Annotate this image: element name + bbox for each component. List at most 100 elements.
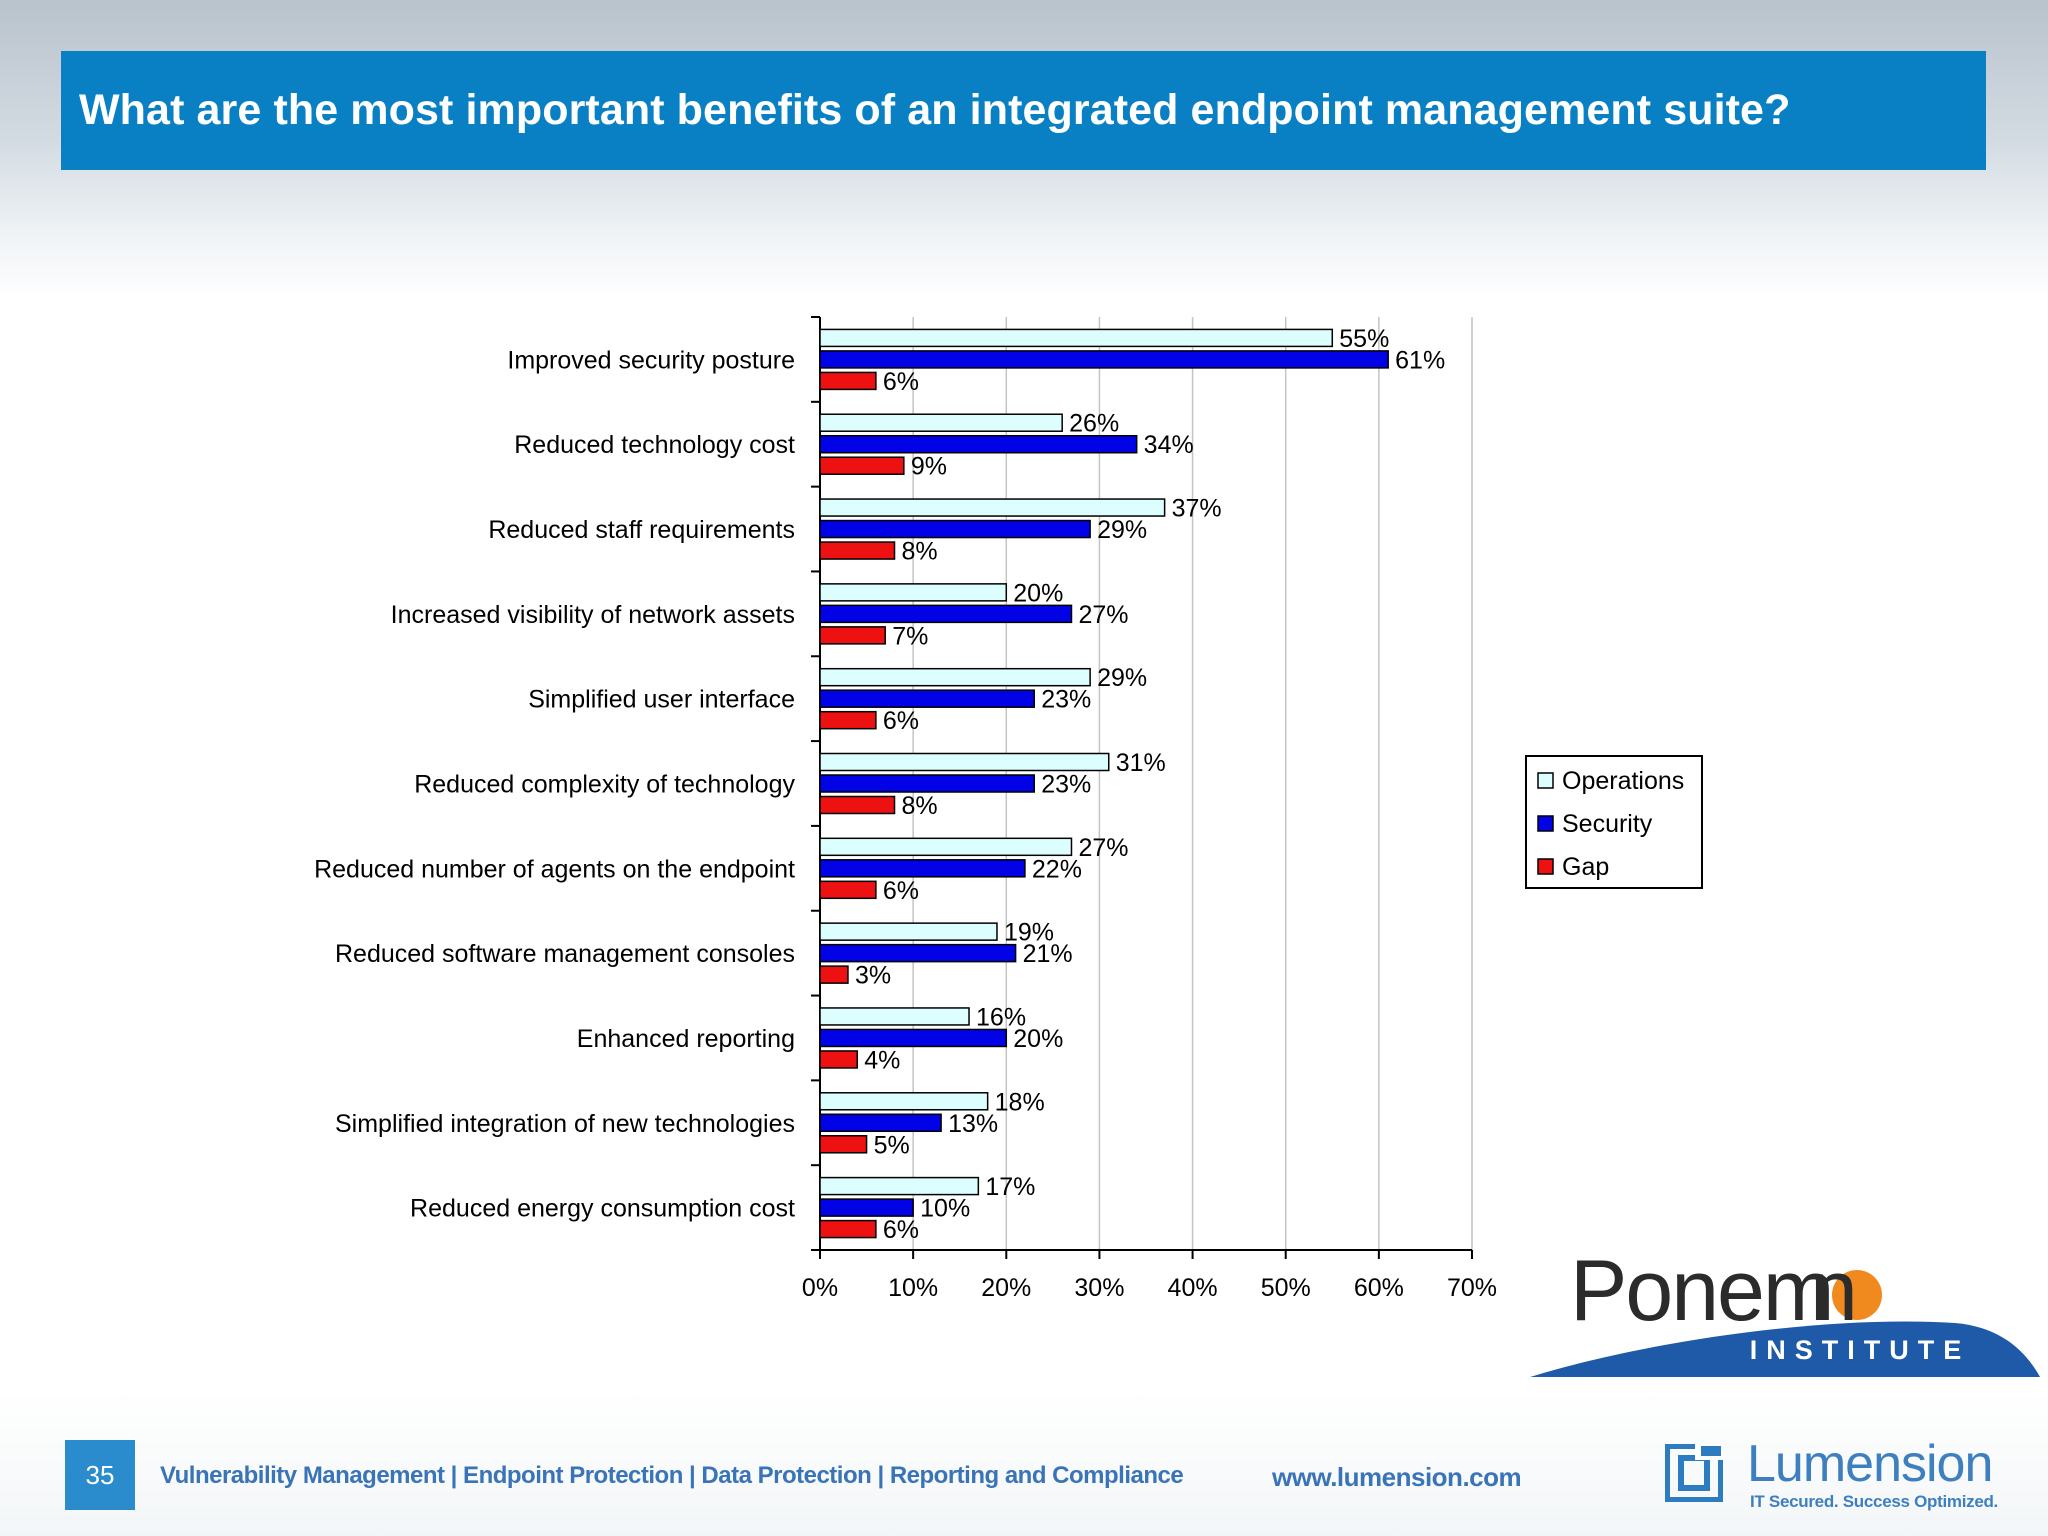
- data-label: 27%: [1078, 834, 1128, 862]
- bar-operations: [819, 922, 998, 941]
- data-label: 8%: [902, 792, 938, 820]
- bar-operations: [819, 328, 1334, 348]
- bar-operations: [819, 413, 1063, 432]
- ponemon-logo: INSTITUTE Ponem n: [1530, 1243, 2040, 1385]
- bar-security: [819, 1198, 914, 1217]
- bar-gap: [819, 541, 896, 560]
- svg-text:n: n: [1810, 1243, 1858, 1339]
- data-label: 27%: [1078, 601, 1128, 629]
- category-label: Reduced technology cost: [514, 431, 795, 459]
- data-label: 6%: [883, 877, 919, 905]
- ponemon-swoosh: INSTITUTE: [1530, 1270, 2040, 1377]
- data-label: 7%: [892, 622, 928, 650]
- data-label: 23%: [1041, 771, 1091, 799]
- slide-title: What are the most important benefits of …: [79, 86, 1791, 134]
- category-label: Reduced staff requirements: [488, 516, 795, 544]
- x-tick-label: 20%: [981, 1274, 1031, 1302]
- data-label: 61%: [1395, 346, 1445, 374]
- data-label: 55%: [1339, 325, 1389, 353]
- category-label: Increased visibility of network assets: [391, 601, 795, 629]
- x-tick-label: 0%: [802, 1274, 838, 1302]
- data-label: 20%: [1013, 1025, 1063, 1053]
- bar-gap: [819, 626, 886, 645]
- bar-security: [819, 350, 1389, 369]
- data-label: 8%: [902, 538, 938, 566]
- data-label: 20%: [1013, 579, 1063, 607]
- bar-operations: [819, 583, 1008, 602]
- data-label: 37%: [1172, 495, 1222, 523]
- bar-gap: [819, 710, 877, 730]
- bar-security: [819, 859, 1026, 878]
- category-label: Simplified user interface: [528, 686, 795, 714]
- bar-security: [819, 689, 1035, 708]
- data-label: 17%: [985, 1173, 1035, 1201]
- data-label: 23%: [1041, 686, 1091, 714]
- bar-security: [819, 943, 1017, 963]
- data-label: 22%: [1032, 855, 1082, 883]
- bar-gap: [819, 456, 905, 475]
- x-tick-label: 50%: [1261, 1274, 1311, 1302]
- bar-security: [819, 774, 1035, 793]
- data-label: 29%: [1097, 516, 1147, 544]
- x-tick-label: 70%: [1447, 1274, 1497, 1302]
- category-label: Simplified integration of new technologi…: [335, 1110, 795, 1138]
- bar-gap: [819, 880, 877, 900]
- category-label: Reduced number of agents on the endpoint: [314, 855, 795, 883]
- legend-swatch: [1537, 815, 1554, 832]
- data-label: 9%: [911, 453, 947, 481]
- title-bar: What are the most important benefits of …: [61, 51, 1986, 170]
- bar-operations: [819, 837, 1073, 857]
- bar-gap: [819, 1219, 877, 1239]
- bar-gap: [819, 965, 849, 984]
- data-label: 26%: [1069, 410, 1119, 438]
- footer-url-link[interactable]: www.lumension.com: [1272, 1462, 1522, 1492]
- legend-label: Operations: [1562, 767, 1684, 795]
- category-label: Enhanced reporting: [577, 1025, 795, 1053]
- svg-text:Ponem: Ponem: [1570, 1243, 1833, 1339]
- lumension-mark-icon: [1665, 1444, 1723, 1502]
- category-label: Improved security posture: [507, 346, 795, 374]
- footer-tagline: Vulnerability Management | Endpoint Prot…: [160, 1462, 1184, 1489]
- legend-label: Gap: [1562, 853, 1609, 881]
- bar-security: [819, 1113, 942, 1133]
- bar-security: [819, 434, 1138, 454]
- bar-security: [819, 519, 1091, 539]
- legend-swatch: [1537, 858, 1554, 875]
- ponemon-wordmark: Ponem n: [1570, 1243, 1858, 1339]
- category-label: Reduced energy consumption cost: [410, 1195, 795, 1223]
- data-label: 31%: [1116, 749, 1166, 777]
- bar-gap: [819, 371, 877, 391]
- data-label: 5%: [874, 1131, 910, 1159]
- bar-operations: [819, 667, 1091, 687]
- data-label: 29%: [1097, 664, 1147, 692]
- bar-operations: [819, 1176, 980, 1196]
- data-label: 21%: [1023, 940, 1073, 968]
- lumension-name: Lumension: [1747, 1435, 1993, 1493]
- x-tick-label: 40%: [1168, 1274, 1218, 1302]
- bar-chart: 0% 10% 20% 30% 40% 50% 60% 70% 55%61% 6% Improved …: [314, 316, 1703, 1302]
- data-label: 13%: [948, 1110, 998, 1138]
- bar-gap: [819, 795, 896, 815]
- x-tick-label: 30%: [1074, 1274, 1124, 1302]
- x-tick-label: 10%: [888, 1274, 938, 1302]
- bar-security: [819, 604, 1073, 624]
- bar-gap: [819, 1135, 868, 1154]
- bar-operations: [819, 752, 1110, 772]
- bar-operations: [819, 1092, 989, 1111]
- page-number: 35: [65, 1440, 135, 1510]
- data-label: 4%: [864, 1046, 900, 1074]
- bar-security: [819, 1028, 1008, 1048]
- data-label: 34%: [1144, 431, 1194, 459]
- data-label: 6%: [883, 707, 919, 735]
- svg-text:INSTITUTE: INSTITUTE: [1750, 1335, 1971, 1365]
- data-label: 19%: [1004, 919, 1054, 947]
- bar-operations: [819, 1007, 970, 1026]
- data-label: 18%: [995, 1088, 1045, 1116]
- legend-label: Security: [1562, 810, 1653, 838]
- data-label: 3%: [855, 962, 891, 990]
- lumension-logo: Lumension IT Secured. Success Optimized.: [1665, 1435, 2025, 1518]
- data-label: 6%: [883, 368, 919, 396]
- bar-gap: [819, 1050, 859, 1069]
- bar-operations: [819, 498, 1166, 517]
- data-label: 16%: [976, 1003, 1026, 1031]
